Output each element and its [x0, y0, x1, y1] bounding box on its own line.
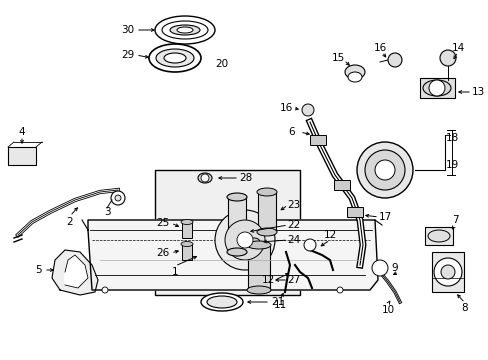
Circle shape	[304, 239, 315, 251]
Text: 9: 9	[391, 263, 398, 273]
Text: 22: 22	[287, 220, 300, 230]
Circle shape	[336, 287, 342, 293]
Text: 24: 24	[287, 235, 300, 245]
Ellipse shape	[226, 248, 246, 256]
Text: 10: 10	[381, 305, 394, 315]
Ellipse shape	[177, 27, 193, 33]
Text: 16: 16	[279, 103, 292, 113]
Ellipse shape	[257, 228, 276, 236]
Circle shape	[302, 104, 313, 116]
Ellipse shape	[170, 25, 200, 35]
Text: 30: 30	[121, 25, 134, 35]
Ellipse shape	[226, 193, 246, 201]
Text: 1: 1	[171, 267, 178, 277]
Text: 20: 20	[215, 59, 228, 69]
Circle shape	[356, 142, 412, 198]
Circle shape	[111, 191, 125, 205]
Circle shape	[237, 232, 252, 248]
Circle shape	[224, 220, 264, 260]
Text: 15: 15	[331, 53, 344, 63]
Bar	[333, 180, 349, 190]
Circle shape	[440, 265, 454, 279]
Circle shape	[215, 210, 274, 270]
Bar	[419, 78, 454, 98]
Ellipse shape	[347, 72, 361, 82]
Ellipse shape	[198, 173, 212, 183]
Text: 16: 16	[373, 43, 386, 53]
Bar	[431, 252, 463, 292]
Bar	[346, 207, 362, 217]
Bar	[182, 244, 192, 260]
Text: 12: 12	[261, 275, 274, 285]
Bar	[155, 170, 299, 295]
Ellipse shape	[181, 220, 193, 225]
Text: 14: 14	[450, 43, 464, 53]
Text: 11: 11	[273, 300, 286, 310]
Polygon shape	[52, 250, 98, 295]
Text: 12: 12	[323, 230, 336, 240]
Ellipse shape	[206, 296, 237, 308]
Circle shape	[371, 260, 387, 276]
Text: 7: 7	[451, 215, 457, 225]
Circle shape	[374, 160, 394, 180]
Bar	[309, 135, 325, 145]
Bar	[424, 227, 452, 245]
Text: 18: 18	[445, 133, 458, 143]
Ellipse shape	[345, 65, 364, 79]
Circle shape	[115, 195, 121, 201]
Circle shape	[439, 50, 455, 66]
Text: 17: 17	[378, 212, 391, 222]
Ellipse shape	[162, 21, 207, 39]
Polygon shape	[88, 220, 377, 290]
Ellipse shape	[201, 293, 243, 311]
Ellipse shape	[163, 53, 185, 63]
Bar	[227, 197, 245, 252]
Text: 6: 6	[288, 127, 295, 137]
Text: 25: 25	[156, 218, 169, 228]
Text: 13: 13	[470, 87, 484, 97]
Circle shape	[201, 174, 208, 182]
Ellipse shape	[246, 241, 270, 249]
Ellipse shape	[247, 238, 260, 246]
Ellipse shape	[149, 44, 201, 72]
Text: 2: 2	[66, 217, 73, 227]
Circle shape	[364, 150, 404, 190]
Text: 8: 8	[461, 303, 468, 313]
Text: 19: 19	[445, 160, 458, 170]
Circle shape	[102, 287, 108, 293]
Ellipse shape	[246, 286, 270, 294]
Bar	[247, 245, 269, 290]
Circle shape	[433, 258, 461, 286]
Bar	[182, 222, 192, 238]
Text: 5: 5	[35, 265, 41, 275]
Ellipse shape	[257, 188, 276, 196]
Polygon shape	[65, 255, 88, 288]
Text: 4: 4	[19, 127, 25, 137]
Text: 3: 3	[103, 207, 110, 217]
Circle shape	[387, 53, 401, 67]
Bar	[258, 192, 275, 232]
Text: 21: 21	[271, 297, 284, 307]
Text: 27: 27	[287, 275, 300, 285]
Text: 29: 29	[121, 50, 134, 60]
Ellipse shape	[422, 80, 450, 96]
Ellipse shape	[156, 49, 194, 67]
Ellipse shape	[155, 16, 215, 44]
Text: 23: 23	[287, 200, 300, 210]
Circle shape	[428, 80, 444, 96]
Ellipse shape	[181, 242, 193, 247]
Text: 28: 28	[239, 173, 252, 183]
Ellipse shape	[427, 230, 449, 242]
Text: 26: 26	[156, 248, 169, 258]
Bar	[8, 147, 36, 165]
